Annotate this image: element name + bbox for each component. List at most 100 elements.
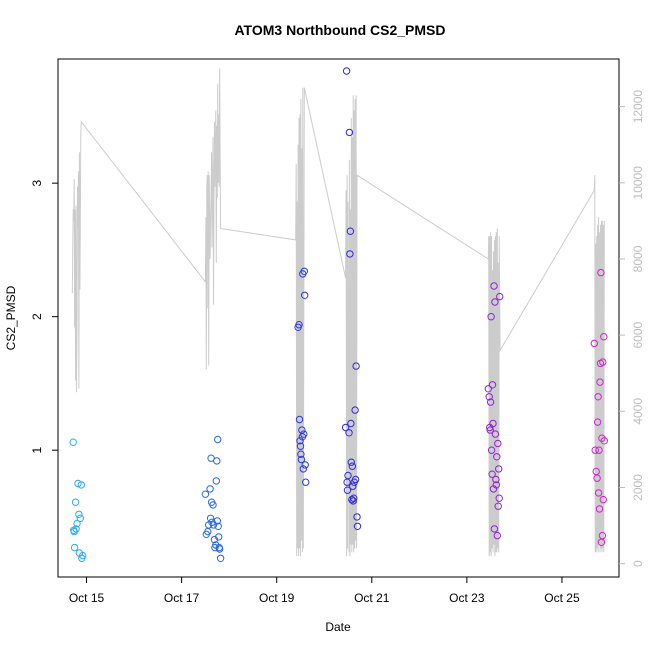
y2-tick-label: 0 (631, 560, 645, 567)
x-tick-label: Oct 23 (449, 591, 485, 605)
x-tick-label: Oct 25 (544, 591, 580, 605)
data-point (594, 489, 603, 497)
data-point (71, 498, 80, 506)
y2-tick-label: 10000 (631, 166, 645, 200)
y-axis-label: CS2_PMSD (4, 285, 18, 350)
data-point (75, 510, 83, 518)
data-point (595, 505, 604, 513)
data-point (486, 398, 495, 406)
data-point (214, 435, 222, 444)
data-point (491, 430, 500, 438)
data-point (488, 470, 496, 478)
data-point (599, 495, 607, 504)
data-point (73, 519, 81, 528)
data-point (348, 462, 356, 470)
data-point (493, 453, 501, 461)
data-point (344, 471, 352, 480)
data-point (301, 461, 309, 469)
data-point (596, 378, 604, 386)
data-point (493, 531, 501, 540)
y-tick-label: 2 (30, 313, 44, 320)
y2-tick-label: 8000 (631, 245, 645, 272)
data-point (343, 486, 352, 494)
data-point (215, 533, 223, 541)
data-point (495, 465, 503, 473)
data-point (301, 291, 309, 299)
data-point (206, 485, 214, 493)
data-point (295, 415, 304, 424)
data-point (209, 521, 218, 529)
x-tick-label: Oct 21 (354, 591, 390, 605)
data-point (490, 525, 499, 533)
cs2-line-series (71, 68, 605, 557)
data-point (347, 458, 355, 466)
data-point (299, 465, 307, 473)
data-point (209, 501, 217, 509)
data-point (599, 358, 607, 366)
data-point (490, 282, 498, 290)
chart-title: ATOM3 Northbound CS2_PMSD (234, 22, 445, 38)
data-point (485, 393, 493, 401)
data-point (494, 439, 502, 448)
data-point (347, 419, 355, 428)
data-point (595, 446, 603, 454)
data-point (487, 313, 495, 321)
x-axis: Oct 15 Oct 17 Oct 19 Oct 21 Oct 23 Oct 25 (69, 577, 580, 605)
data-point (487, 446, 496, 454)
data-point (593, 474, 601, 482)
data-point (70, 543, 79, 552)
data-point (349, 497, 357, 505)
data-point (295, 321, 303, 329)
data-point (346, 250, 354, 258)
data-point (600, 437, 608, 445)
data-point (593, 418, 602, 426)
data-point (492, 481, 500, 489)
plot-frame (57, 58, 620, 578)
data-point (484, 385, 492, 393)
left-y-axis: 1 2 3 (30, 180, 58, 454)
y-tick-label: 3 (30, 180, 44, 187)
data-point (76, 514, 85, 522)
data-point (492, 475, 500, 484)
data-point (296, 437, 304, 445)
data-point (590, 339, 598, 348)
data-point (79, 551, 87, 560)
data-point (214, 522, 222, 530)
data-point (598, 531, 607, 540)
data-point (213, 457, 221, 465)
data-point (77, 481, 86, 489)
data-point (296, 442, 305, 450)
data-point (302, 478, 310, 486)
x-tick-label: Oct 17 (164, 591, 200, 605)
x-axis-label: Date (325, 620, 351, 634)
data-point (213, 517, 222, 525)
data-point (488, 381, 497, 389)
data-point (489, 419, 497, 428)
data-point (598, 434, 606, 442)
x-tick-label: Oct 15 (69, 591, 105, 605)
data-point (342, 67, 351, 75)
y2-tick-label: 6000 (631, 321, 645, 348)
data-point (201, 490, 210, 498)
data-point (297, 450, 305, 458)
data-point (496, 292, 504, 301)
data-point (206, 514, 215, 522)
line-series-layer (71, 68, 605, 557)
data-point (351, 475, 360, 484)
right-y-axis: 0 2000 4000 6000 8000 10000 12000 (619, 90, 645, 567)
data-point (348, 495, 356, 504)
data-point (349, 482, 357, 490)
data-point (495, 494, 503, 502)
data-point (594, 393, 602, 401)
data-point (215, 545, 224, 553)
data-point (486, 426, 494, 434)
data-point (74, 479, 82, 488)
data-point (341, 423, 350, 432)
data-point (69, 438, 77, 446)
data-point (72, 525, 80, 533)
data-point (350, 494, 358, 502)
data-point (216, 554, 225, 562)
data-point (345, 128, 354, 137)
y2-tick-label: 4000 (631, 398, 645, 425)
